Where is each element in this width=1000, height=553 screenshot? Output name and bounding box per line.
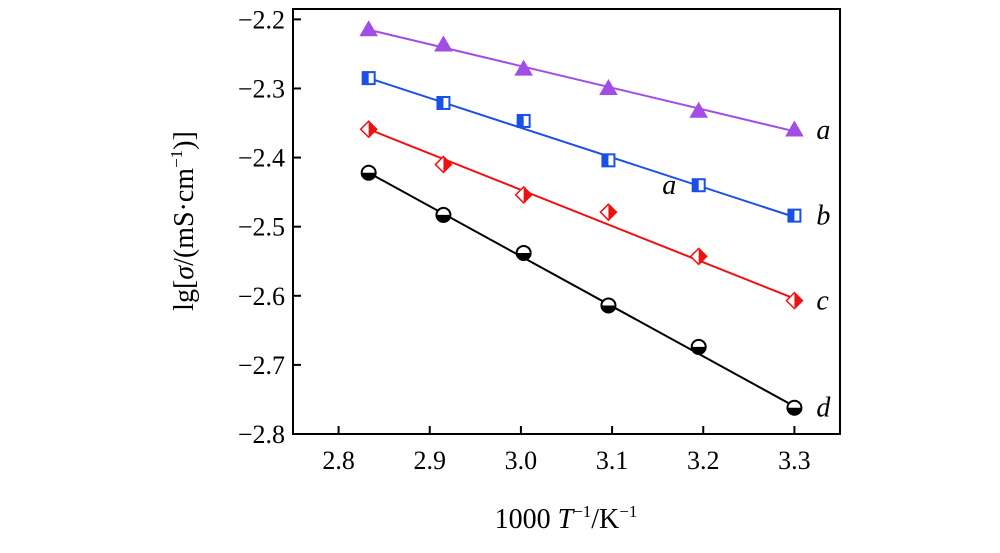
series-label-c: c: [816, 286, 829, 317]
data-point-c: [434, 155, 453, 174]
marker-fill: [788, 209, 795, 222]
y-axis: −2.2 −2.3 −2.4 −2.5 −2.6 −2.7 −2.8: [238, 5, 301, 449]
data-point-a: [785, 120, 804, 137]
x-tick-label: 3.2: [687, 446, 720, 475]
data-point-d: [786, 399, 803, 416]
y-tick-label: −2.6: [238, 282, 285, 311]
data-point-b: [691, 178, 706, 193]
data-point-c: [785, 291, 804, 310]
data-point-a: [434, 35, 453, 52]
marker-fill: [437, 96, 444, 109]
marker-fill: [794, 292, 803, 309]
marker-fill: [436, 214, 451, 222]
series-label-d: d: [816, 393, 831, 424]
marker-fill: [361, 172, 376, 180]
data-point-a: [514, 59, 533, 76]
marker-fill: [516, 252, 531, 260]
data-point-b: [516, 113, 531, 128]
marker-fill: [691, 346, 706, 354]
data-point-b: [361, 71, 376, 86]
marker-fill: [601, 305, 616, 313]
y-axis-title: lg[σ/(mS·cm−1)]: [167, 131, 200, 311]
annotation-layer: a: [662, 170, 676, 201]
y-tick-label: −2.2: [238, 5, 285, 34]
y-tick-label: −2.8: [238, 420, 285, 449]
fit-line-b: [368, 77, 795, 218]
annotation-label: a: [662, 170, 676, 201]
fit-line-c: [368, 128, 795, 300]
y-tick-label: −2.4: [238, 144, 285, 173]
x-tick-label: 3.0: [505, 446, 538, 475]
marker-fill: [602, 154, 609, 167]
data-point-c: [599, 203, 618, 222]
fit-line-d: [368, 171, 795, 408]
data-point-a: [599, 78, 618, 95]
series-a: a: [359, 20, 830, 146]
marker-fill: [368, 121, 377, 138]
series-c: c: [359, 120, 829, 317]
data-point-b: [601, 153, 616, 168]
marker-fill: [692, 179, 699, 192]
x-axis-title: 1000 T−1/K−1: [495, 502, 638, 535]
x-axis: 2.8 2.9 3.0 3.1 3.2 3.3: [322, 426, 811, 475]
data-point-a: [359, 20, 378, 37]
x-tick-label: 3.1: [596, 446, 629, 475]
y-tick-label: −2.7: [238, 351, 285, 380]
data-point-c: [359, 120, 378, 139]
marker-fill: [362, 72, 369, 85]
data-point-a: [689, 101, 708, 118]
data-point-c: [689, 247, 708, 266]
marker-fill: [443, 156, 452, 173]
data-point-c: [514, 185, 533, 204]
marker-fill: [787, 407, 802, 415]
marker-fill: [517, 114, 524, 127]
fit-line-a: [368, 28, 795, 133]
x-tick-label: 2.8: [322, 446, 355, 475]
plot-frame: [292, 8, 841, 435]
data-point-d: [690, 338, 707, 355]
data-point-d: [435, 206, 452, 223]
y-tick-label: −2.5: [238, 213, 285, 242]
series-label-b: b: [816, 201, 830, 232]
plot-area: 2.8 2.9 3.0 3.1 3.2 3.3 −2.2−2.3−2.4−2.5−2.6−…: [238, 5, 841, 475]
marker-fill: [608, 204, 617, 221]
marker-fill: [698, 248, 707, 265]
series-layer: a b c d: [359, 20, 831, 424]
x-tick-label: 2.9: [414, 446, 447, 475]
x-tick-label: 3.3: [778, 446, 811, 475]
y-tick-label: −2.3: [238, 74, 285, 103]
series-d: d: [360, 164, 831, 424]
series-b: b: [361, 71, 830, 232]
data-point-b: [787, 208, 802, 223]
series-label-a: a: [816, 115, 830, 146]
data-point-d: [600, 297, 617, 314]
data-point-d: [515, 244, 532, 261]
data-point-d: [360, 164, 377, 181]
data-point-b: [436, 95, 451, 110]
marker-fill: [523, 186, 532, 203]
